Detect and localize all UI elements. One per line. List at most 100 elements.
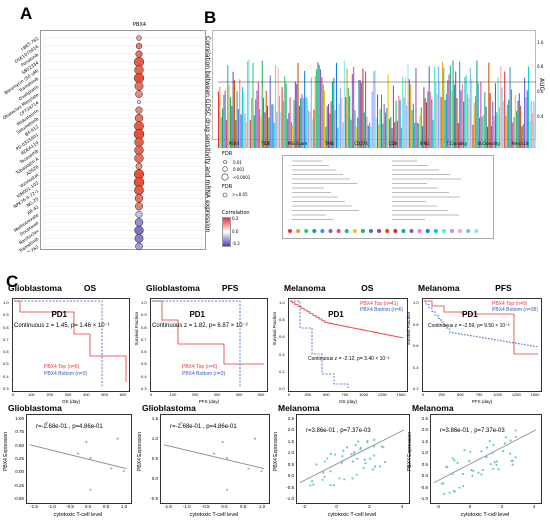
scatter-point bbox=[332, 484, 336, 487]
km-curve-bottom bbox=[152, 300, 241, 388]
drug-bubble bbox=[134, 194, 144, 203]
scatter-point bbox=[343, 478, 346, 481]
auc-bar bbox=[493, 115, 495, 148]
auc-bar bbox=[399, 99, 401, 148]
scatter-point bbox=[364, 462, 367, 465]
auc-bar bbox=[292, 124, 294, 148]
scatter-ytick: 1.0 bbox=[421, 450, 428, 456]
auc-bar bbox=[426, 102, 428, 148]
auc-bar bbox=[373, 71, 375, 148]
auc-x-label: B.Clonality bbox=[478, 141, 500, 146]
scatter-stat: r=-2.68e-01 , p=4.86e-01 bbox=[36, 424, 103, 430]
km-ytick: 0.9 bbox=[141, 312, 147, 318]
scatter-point bbox=[310, 480, 314, 483]
drug-bubble bbox=[135, 242, 143, 251]
scatter-point bbox=[453, 459, 456, 462]
auc-bar bbox=[391, 128, 393, 148]
legend-color-dot bbox=[304, 229, 309, 233]
scatter-plot-frame bbox=[26, 414, 132, 504]
scatter-xtick: -1.5 bbox=[164, 504, 172, 509]
km-ytick: 0.0 bbox=[279, 386, 285, 391]
auc-bar bbox=[261, 60, 263, 149]
auc-bar bbox=[288, 112, 290, 148]
scatter-point bbox=[341, 455, 344, 458]
auc-bar bbox=[465, 74, 467, 148]
auc-bar bbox=[314, 75, 316, 148]
auc-bar bbox=[471, 78, 473, 148]
scatter-point bbox=[373, 438, 376, 441]
scatter-ytick: 1.5 bbox=[421, 438, 428, 444]
auc-bar bbox=[252, 62, 254, 149]
scatter-ytick: 1.00 bbox=[15, 416, 24, 421]
auc-bar bbox=[220, 117, 222, 148]
scatter-stat: r=-2.68e-01 , p=4.86e-01 bbox=[170, 424, 237, 430]
auc-bar bbox=[263, 97, 265, 148]
scatter-xtick: -2 bbox=[435, 504, 440, 509]
km-curves bbox=[14, 300, 127, 388]
auc-bar bbox=[432, 120, 434, 148]
auc-bar bbox=[233, 80, 235, 148]
scatter-point bbox=[492, 443, 495, 446]
scatter-stat: r=3.86e-01 , p=7.37e-03 bbox=[306, 428, 371, 434]
auc-bar bbox=[514, 95, 516, 148]
scatter-plot-frame bbox=[160, 414, 270, 504]
auc-x-label: Merck18 bbox=[511, 141, 529, 146]
auc-bar bbox=[342, 122, 344, 148]
fdr-level-1: 0.001 bbox=[233, 167, 245, 172]
scatter-point bbox=[504, 436, 507, 439]
fdr-legend-title-2: FDR bbox=[222, 184, 233, 190]
legend-color-dot bbox=[385, 229, 390, 233]
auc-bar bbox=[502, 101, 504, 148]
auc-bar bbox=[331, 81, 334, 148]
km-ytick: 0.8 bbox=[413, 321, 419, 327]
auc-bar bbox=[467, 93, 469, 148]
km-title-cancer: Glioblastoma bbox=[8, 283, 62, 293]
scatter-point bbox=[491, 452, 494, 455]
auc-bar bbox=[517, 100, 519, 148]
auc-bar bbox=[297, 62, 299, 148]
auc-bar bbox=[273, 122, 275, 148]
scatter-ylabel: PBX4 Expression bbox=[137, 432, 143, 471]
auc-bar bbox=[285, 83, 287, 148]
auc-bar bbox=[277, 67, 279, 148]
scatter-ytick: 0.0 bbox=[151, 476, 158, 481]
drug-bubble bbox=[134, 153, 144, 163]
auc-bar bbox=[484, 92, 486, 148]
km-xtick: 0 bbox=[421, 392, 425, 397]
km-xtick: 0 bbox=[287, 392, 291, 397]
scatter-point bbox=[461, 473, 465, 476]
auc-bar bbox=[235, 119, 237, 148]
km-legend-top: PBX4 Top (n=9) bbox=[492, 301, 528, 307]
auc-bar bbox=[423, 87, 425, 148]
auc-x-label: PBX4 bbox=[228, 141, 240, 146]
scatter-xlabel: cytotoxic T-cell level bbox=[327, 512, 377, 518]
auc-bar bbox=[316, 69, 318, 148]
km-ylabel: Survival Fraction bbox=[134, 312, 139, 346]
auc-bar bbox=[365, 71, 367, 148]
scatter-ytick: -0.5 bbox=[150, 496, 158, 501]
km-xlabel: OS (day) bbox=[338, 399, 357, 404]
scatter-xtick: -1.5 bbox=[30, 504, 38, 509]
scatter-point bbox=[338, 477, 341, 480]
auc-bar bbox=[492, 101, 494, 148]
km-xtick: 250 bbox=[438, 392, 445, 397]
km-ytick: 0.6 bbox=[3, 349, 9, 355]
km-ytick: 0.3 bbox=[3, 386, 9, 391]
legend-color-dot bbox=[458, 229, 463, 233]
auc-bar bbox=[460, 90, 462, 148]
panel-a-letter: A bbox=[20, 4, 33, 23]
auc-bar bbox=[529, 121, 531, 148]
drug-bubble bbox=[134, 81, 144, 91]
drug-bubble bbox=[135, 106, 143, 114]
legend-color-dot bbox=[336, 229, 341, 233]
km-xtick: 500 bbox=[456, 392, 464, 397]
scatter-point bbox=[334, 453, 337, 456]
auc-bar bbox=[296, 83, 298, 148]
auc-bar bbox=[472, 124, 474, 148]
auc-bar bbox=[508, 99, 510, 148]
legend-color-dot bbox=[393, 229, 398, 233]
auc-bar bbox=[395, 100, 397, 148]
auc-bar bbox=[447, 80, 449, 148]
drug-bubble bbox=[135, 210, 143, 218]
auc-bar bbox=[414, 122, 416, 148]
